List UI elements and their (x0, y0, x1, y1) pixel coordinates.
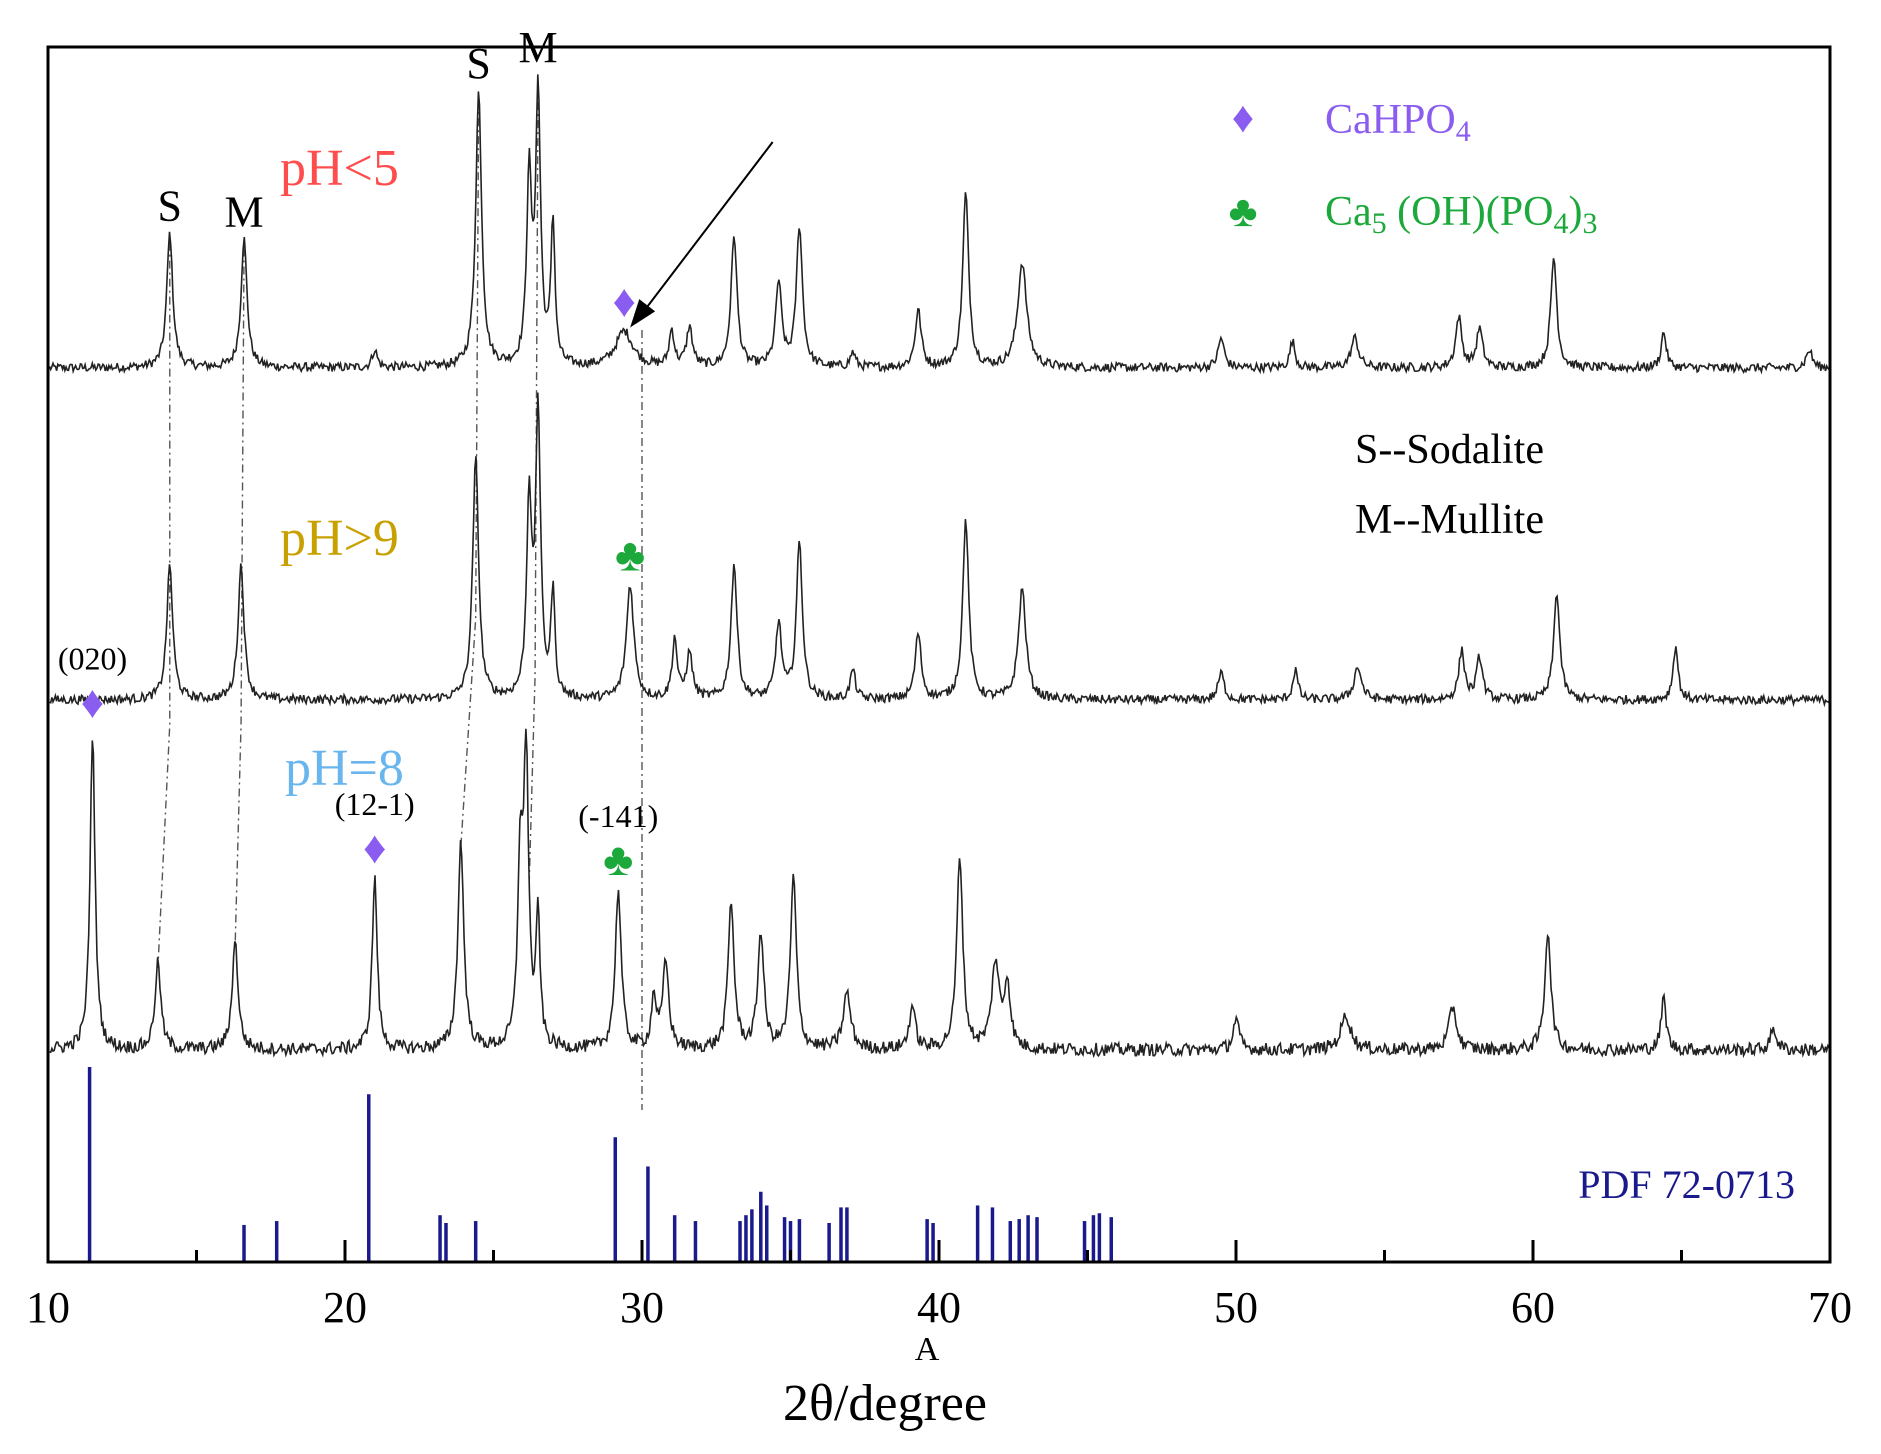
guide-lines (157, 84, 643, 1110)
legend-label-cahpo4: CaHPO4 (1325, 97, 1471, 148)
hkl-label: (12-1) (335, 786, 415, 822)
guide-line (460, 100, 480, 848)
x-tick-label: 10 (26, 1283, 70, 1332)
hkl-label: (-141) (578, 798, 658, 834)
series-label-2: pH=8 (285, 740, 404, 797)
hkl-label: (020) (58, 640, 127, 676)
x-tick-label: 20 (323, 1283, 367, 1332)
x-tick-label: 50 (1214, 1283, 1258, 1332)
reference-pattern-label: PDF 72-0713 (1578, 1162, 1795, 1207)
legend-label-hydroxyapatite: Ca5 (OH)(PO4)3 (1325, 189, 1597, 240)
club-marker: ♣ (603, 834, 633, 885)
phase-labels: S MS M (158, 23, 558, 236)
trace-0 (48, 74, 1830, 375)
phase-legend-mullite: M--Mullite (1355, 497, 1544, 543)
phase-label: S (466, 39, 490, 88)
x-axis-ticks: 10 20 30 40 50 60 70 (26, 1240, 1852, 1332)
hkl-labels: (020) (12-1) (-141) (58, 640, 658, 834)
diamond-marker: ♦ (612, 276, 635, 327)
phase-legend-sodalite: S--Sodalite (1355, 427, 1544, 473)
x-tick-label: 70 (1808, 1283, 1852, 1332)
diamond-marker: ♦ (81, 676, 104, 727)
series-label-0: pH<5 (280, 140, 399, 197)
phase-label: M (224, 187, 263, 236)
club-marker: ♣ (615, 530, 645, 581)
legend: ♦ CaHPO4 ♣ Ca5 (OH)(PO4)3 S--Sodalite M-… (1229, 93, 1598, 543)
series-label-1: pH>9 (280, 510, 399, 567)
x-tick-label: 40 (917, 1283, 961, 1332)
x-axis-label: 2θ/degree (783, 1375, 987, 1432)
series-labels: pH<5 pH>9 pH=8 (280, 140, 404, 797)
guide-line (234, 248, 245, 947)
peak-markers: ♦ ♣ ♦ ♦ ♣ (81, 276, 645, 885)
guide-line (157, 242, 171, 969)
diamond-marker: ♦ (363, 822, 386, 873)
legend-club-icon: ♣ (1229, 187, 1258, 236)
phase-label: S (158, 182, 182, 231)
reference-pattern (87, 1067, 1114, 1262)
diffraction-traces (48, 74, 1830, 1059)
annotation-arrow (641, 141, 774, 315)
arrow-head (630, 299, 656, 328)
phase-label: M (518, 23, 557, 72)
x-tick-label: 30 (620, 1283, 664, 1332)
legend-diamond-icon: ♦ (1232, 93, 1254, 142)
x-axis-extra-label: A (915, 1331, 940, 1368)
trace-2 (49, 728, 1830, 1059)
trace-1 (49, 392, 1830, 708)
x-tick-label: 60 (1511, 1283, 1555, 1332)
